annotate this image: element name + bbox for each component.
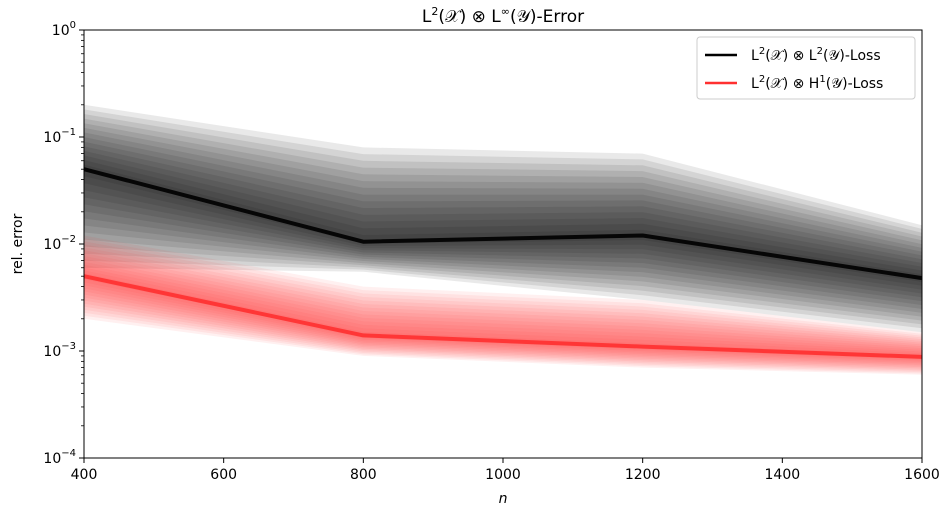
band-layer-1 [84,132,922,309]
band-layer-1 [84,123,922,317]
legend-box [696,36,916,100]
legend-label: L2(𝒳) ⊗ H1(𝒴)-Loss [751,74,883,92]
band-layer-2 [84,261,922,364]
band-layer-2 [84,247,922,370]
series-line-2 [83,274,923,359]
band-layer-2 [84,235,922,375]
band-layer-1 [84,141,922,302]
y-tick-label: 100 [52,20,76,39]
y-tick-label: 10−2 [43,234,76,253]
band-layer-2 [84,238,922,374]
band-layer-1 [84,127,922,313]
x-tick-label: 800 [350,467,377,483]
band-layer-2 [84,250,922,369]
y-tick-label: 10−3 [43,341,76,360]
band-layer-2 [84,253,922,368]
y-axis: 100 10−1 10−2 10−3 10−4 [43,20,84,467]
band-layer-1 [84,104,922,333]
x-tick-label: 1400 [765,467,801,483]
x-tick-label: 400 [71,467,98,483]
series-line-1 [83,167,923,281]
x-tick-label: 1000 [485,467,521,483]
band-layer-2 [84,264,922,362]
x-tick-label: 1200 [625,467,661,483]
band-layer-2 [84,255,922,366]
y-tick-label: 10−4 [43,448,76,467]
band-layer-1 [84,150,922,294]
x-axis: 400 600 800 1000 1200 1400 1600 [71,458,940,483]
x-tick-label: 1600 [904,467,940,483]
legend-label: L2(𝒳) ⊗ L2(𝒴)-Loss [751,46,881,64]
y-tick-label: 10−1 [43,127,76,146]
chart-title: L2(𝒳) ⊗ L∞(𝒴)-Error [422,5,584,27]
legend: L2(𝒳) ⊗ L2(𝒴)-Loss L2(𝒳) ⊗ H1(𝒴)-Loss [696,36,916,100]
band-layer-1 [84,137,922,306]
band-layer-2 [84,258,922,365]
band-layer-1 [84,109,922,329]
y-axis-label: rel. error [10,213,26,274]
band-layer-2 [84,244,922,371]
band-layer-1 [84,160,922,286]
x-tick-label: 600 [210,467,237,483]
x-axis-label: n [499,491,508,507]
band-layer-2 [84,241,922,373]
band-layer-1 [84,146,922,298]
band-layer-1 [84,155,922,290]
band-layer-1 [84,114,922,325]
band-layer-1 [84,118,922,321]
